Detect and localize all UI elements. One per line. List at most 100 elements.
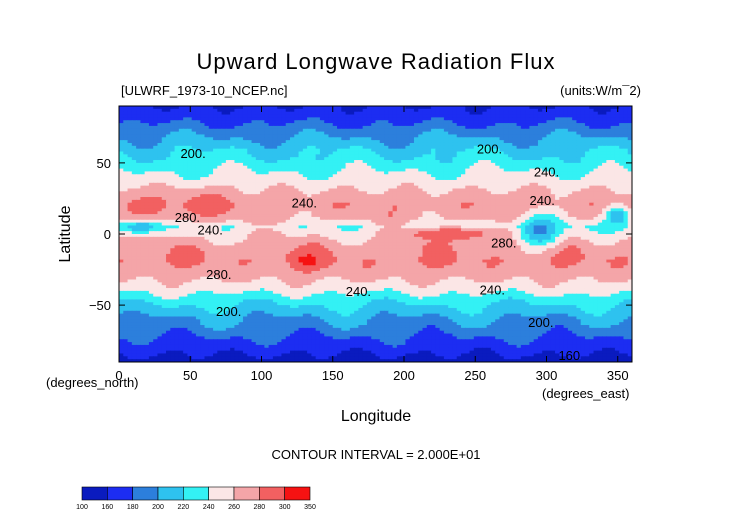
- heatmap-cell: [260, 140, 265, 144]
- heatmap-cell: [131, 140, 137, 144]
- heatmap-cell: [136, 165, 141, 170]
- heatmap-cell: [324, 123, 330, 127]
- heatmap-cell: [392, 151, 398, 155]
- heatmap-cell: [580, 117, 586, 121]
- heatmap-cell: [277, 162, 283, 167]
- heatmap-cell: [597, 142, 603, 147]
- heatmap-cell: [157, 151, 163, 155]
- heatmap-cell: [495, 134, 501, 138]
- heatmap-cell: [473, 142, 479, 147]
- heatmap-cell: [550, 140, 556, 144]
- heatmap-cell: [362, 157, 368, 161]
- heatmap-cell: [580, 142, 586, 147]
- heatmap-cell: [375, 120, 381, 124]
- heatmap-cell: [298, 108, 304, 113]
- heatmap-cell: [456, 131, 462, 136]
- heatmap-cell: [418, 131, 424, 136]
- heatmap-cell: [345, 157, 351, 161]
- heatmap-cell: [285, 106, 291, 110]
- heatmap-cell: [478, 123, 483, 127]
- heatmap-cell: [285, 131, 291, 136]
- heatmap-cell: [200, 154, 206, 158]
- heatmap-cell: [187, 114, 193, 118]
- heatmap-cell: [443, 165, 449, 170]
- heatmap-cell: [328, 106, 334, 110]
- heatmap-cell: [247, 125, 253, 130]
- heatmap-cell: [542, 157, 548, 161]
- heatmap-cell: [217, 114, 223, 118]
- heatmap-cell: [187, 117, 193, 121]
- heatmap-cell: [593, 128, 599, 133]
- heatmap-cell: [187, 128, 193, 133]
- heatmap-cell: [469, 140, 475, 144]
- heatmap-cell: [512, 131, 518, 136]
- heatmap-cell: [161, 148, 167, 153]
- heatmap-cell: [281, 145, 287, 150]
- heatmap-cell: [366, 151, 372, 155]
- heatmap-cell: [456, 117, 462, 121]
- heatmap-cell: [208, 117, 214, 121]
- heatmap-cell: [499, 128, 505, 133]
- heatmap-cell: [230, 134, 236, 138]
- heatmap-cell: [247, 128, 253, 133]
- heatmap-cell: [260, 160, 265, 164]
- heatmap-cell: [127, 114, 133, 118]
- heatmap-cell: [512, 125, 518, 130]
- heatmap-cell: [473, 106, 479, 110]
- heatmap-cell: [281, 157, 287, 161]
- heatmap-cell: [354, 142, 359, 147]
- heatmap-cell: [264, 137, 270, 141]
- heatmap-cell: [619, 162, 625, 167]
- heatmap-cell: [358, 157, 364, 161]
- heatmap-cell: [567, 117, 573, 121]
- heatmap-cell: [332, 142, 338, 147]
- heatmap-cell: [260, 123, 265, 127]
- heatmap-cell: [375, 142, 381, 147]
- heatmap-cell: [302, 165, 308, 170]
- heatmap-cell: [277, 154, 283, 158]
- heatmap-cell: [465, 140, 471, 144]
- heatmap-cell: [375, 165, 381, 170]
- heatmap-cell: [418, 145, 424, 150]
- heatmap-cell: [354, 111, 359, 116]
- heatmap-cell: [251, 165, 257, 170]
- heatmap-cell: [525, 165, 531, 170]
- heatmap-cell: [499, 137, 505, 141]
- heatmap-cell: [362, 162, 368, 167]
- heatmap-cell: [290, 142, 295, 147]
- heatmap-cell: [469, 111, 475, 116]
- heatmap-cell: [533, 140, 539, 144]
- heatmap-cell: [546, 120, 552, 124]
- heatmap-cell: [161, 142, 167, 147]
- heatmap-cell: [136, 111, 141, 116]
- heatmap-cell: [277, 157, 283, 161]
- heatmap-cell: [161, 157, 167, 161]
- heatmap-cell: [619, 140, 625, 144]
- heatmap-cell: [255, 142, 261, 147]
- heatmap-cell: [375, 128, 381, 133]
- heatmap-cell: [153, 142, 159, 147]
- heatmap-cell: [242, 106, 248, 110]
- heatmap-cell: [161, 117, 167, 121]
- heatmap-cell: [328, 137, 334, 141]
- heatmap-cell: [533, 151, 539, 155]
- heatmap-cell: [469, 123, 475, 127]
- heatmap-cell: [627, 123, 632, 127]
- heatmap-cell: [392, 134, 398, 138]
- heatmap-cell: [157, 148, 163, 153]
- heatmap-cell: [550, 123, 556, 127]
- heatmap-cell: [213, 157, 218, 161]
- heatmap-cell: [576, 162, 582, 167]
- heatmap-cell: [148, 108, 154, 113]
- heatmap-cell: [469, 125, 475, 130]
- heatmap-cell: [499, 148, 505, 153]
- heatmap-cell: [580, 140, 586, 144]
- heatmap-cell: [550, 137, 556, 141]
- heatmap-cell: [495, 137, 501, 141]
- heatmap-cell: [285, 108, 291, 113]
- heatmap-cell: [503, 140, 509, 144]
- heatmap-cell: [161, 120, 167, 124]
- heatmap-cell: [516, 131, 522, 136]
- heatmap-cell: [187, 154, 193, 158]
- heatmap-cell: [157, 142, 163, 147]
